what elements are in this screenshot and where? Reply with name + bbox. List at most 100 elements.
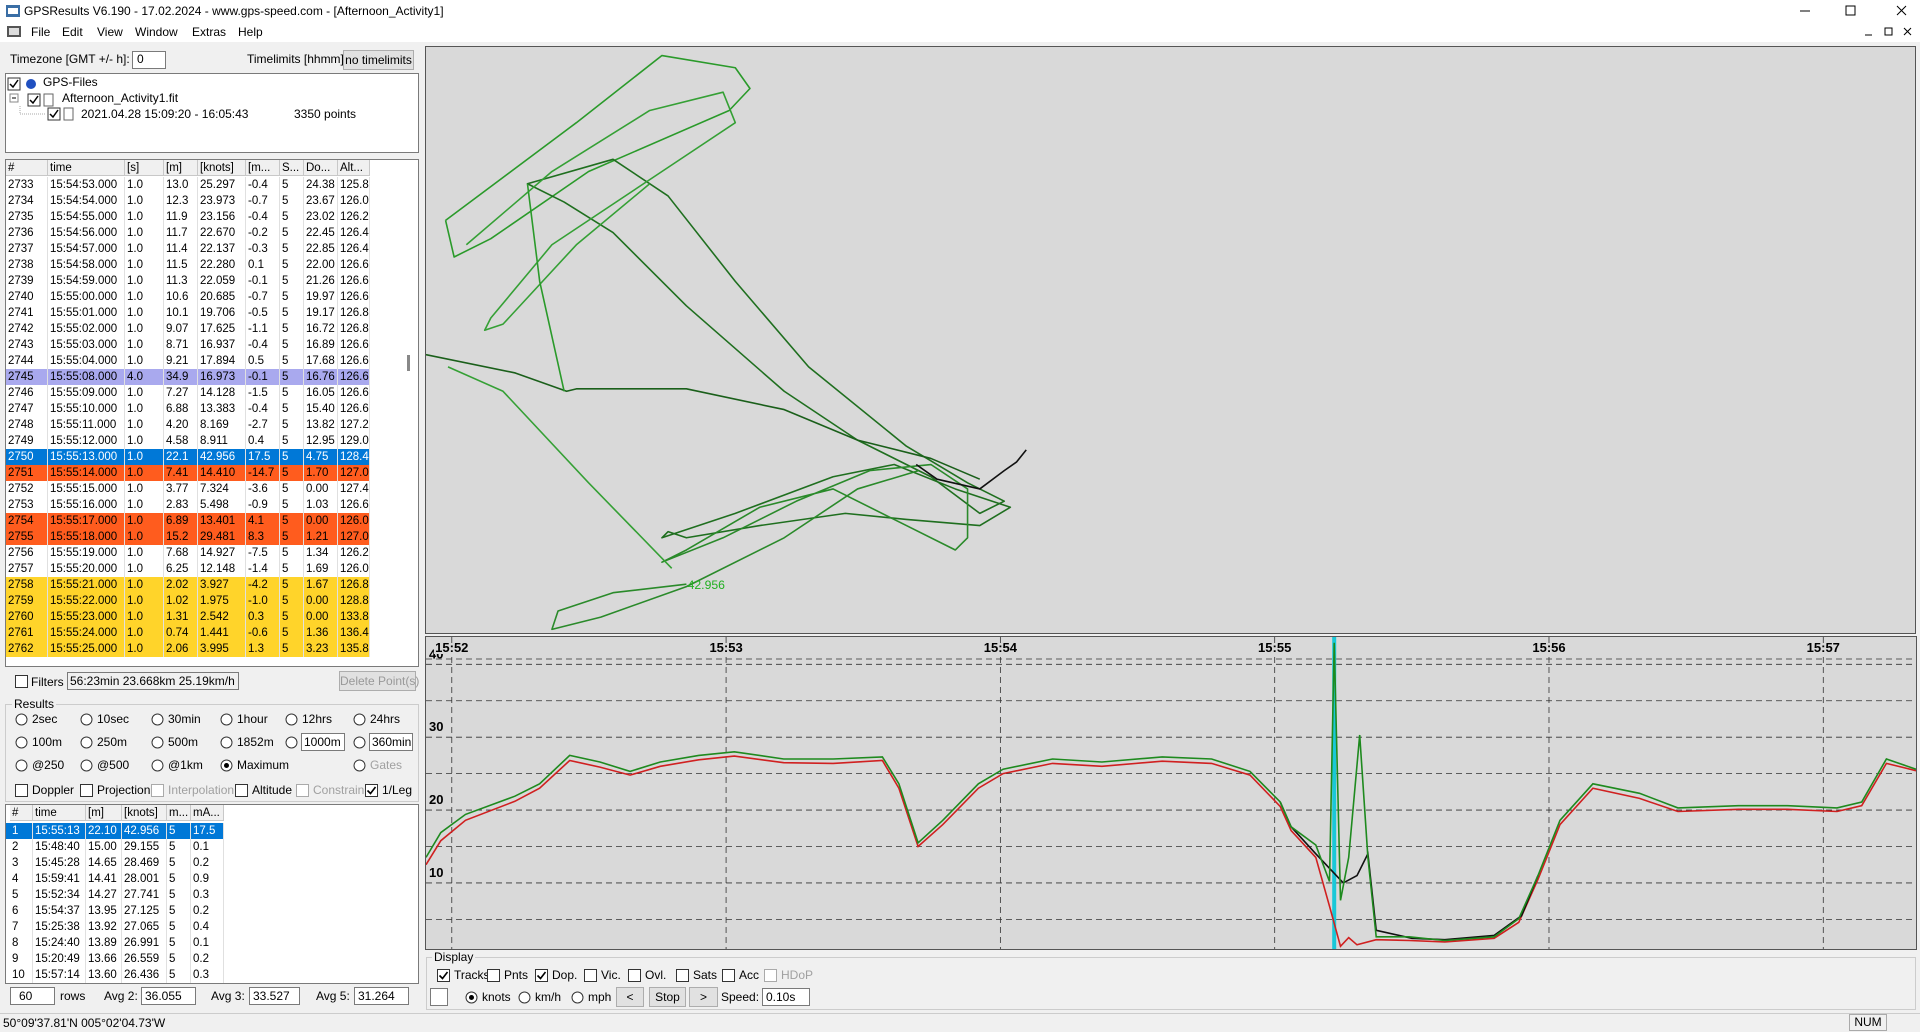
table-row[interactable]: 2761 15:55:24.000 1.0 0.74 1.441 -0.6 5 1.36 136… (6, 625, 370, 641)
radio[interactable] (15, 759, 28, 772)
table-row[interactable]: 2744 15:55:04.000 1.0 9.21 17.894 0.5 5 17.68 12… (6, 353, 370, 369)
column-header[interactable]: # (10, 805, 33, 821)
prev-button[interactable]: < (616, 987, 644, 1007)
option-label[interactable]: knots (482, 990, 511, 1004)
option-label[interactable]: Sats (693, 968, 718, 982)
table-row[interactable]: 2748 15:55:11.000 1.0 4.20 8.169 -2.7 5 13.82 12… (6, 417, 370, 433)
table-row[interactable]: 2737 15:54:57.000 1.0 11.4 22.137 -0.3 5 22.85 1… (6, 241, 370, 257)
timelimits-button[interactable]: no timelimits (343, 50, 414, 70)
table-row[interactable]: 2745 15:55:08.000 4.0 34.9 16.973 -0.1 5 16.76 1… (6, 369, 370, 385)
radio[interactable] (285, 736, 298, 749)
option-label[interactable]: 24hrs (370, 712, 401, 726)
option-label[interactable]: km/h (535, 990, 562, 1004)
table-row[interactable]: 9 15:20:49 13.66 26.559 5 0.2 (6, 951, 224, 967)
checkbox[interactable] (365, 784, 378, 797)
speed-box[interactable]: 0.10s (762, 988, 810, 1006)
table-row[interactable]: 10 15:57:14 13.60 26.436 5 0.3 (6, 967, 224, 983)
option-label[interactable]: Doppler (32, 783, 75, 797)
radio[interactable] (353, 759, 366, 772)
option-label[interactable]: Altitude (252, 783, 293, 797)
checkbox[interactable] (235, 784, 248, 797)
table-row[interactable]: 2759 15:55:22.000 1.0 1.02 1.975 -1.0 5 0.00 128… (6, 593, 370, 609)
table-row[interactable]: 6 15:54:37 13.95 27.125 5 0.2 (6, 903, 224, 919)
filters-checkbox[interactable] (15, 675, 28, 688)
option-label[interactable]: Tracks (454, 968, 490, 982)
checkbox[interactable] (296, 784, 309, 797)
radio[interactable] (80, 736, 93, 749)
menu-item[interactable]: File (31, 25, 51, 39)
menu-item[interactable]: Extras (192, 25, 227, 39)
radio[interactable] (151, 736, 164, 749)
radio[interactable] (571, 991, 584, 1004)
table-row[interactable]: 5 15:52:34 14.27 27.741 5 0.3 (6, 887, 224, 903)
table-row[interactable]: 2754 15:55:17.000 1.0 6.89 13.401 4.1 5 0.00 126… (6, 513, 370, 529)
column-header[interactable]: [m... (246, 160, 280, 176)
option-label[interactable]: Interpolation (168, 783, 235, 797)
checkbox[interactable] (628, 969, 641, 982)
table-row[interactable]: 2739 15:54:59.000 1.0 11.3 22.059 -0.1 5 21.26 1… (6, 273, 370, 289)
table-row[interactable]: 2735 15:54:55.000 1.0 11.9 23.156 -0.4 5 23.02 1… (6, 209, 370, 225)
column-header[interactable]: [m] (164, 160, 198, 176)
menu-item[interactable]: View (97, 25, 123, 39)
column-header[interactable]: time (48, 160, 125, 176)
radio[interactable] (80, 713, 93, 726)
checkbox[interactable] (535, 969, 548, 982)
radio[interactable] (151, 713, 164, 726)
timezone-spin[interactable]: 0 (132, 51, 166, 69)
radio[interactable] (518, 991, 531, 1004)
table-row[interactable]: 2747 15:55:10.000 1.0 6.88 13.383 -0.4 5 15.40 1… (6, 401, 370, 417)
radio[interactable] (353, 736, 366, 749)
menu-item[interactable]: Help (238, 25, 263, 39)
column-header[interactable]: [s] (125, 160, 164, 176)
checkbox[interactable] (722, 969, 735, 982)
display-spin[interactable] (430, 988, 448, 1006)
checkbox[interactable] (15, 784, 28, 797)
selected-row[interactable]: 2750 15:55:13.000 1.0 22.1 42.956 17.5 5 4.75 12… (6, 449, 370, 465)
table-row[interactable]: 2738 15:54:58.000 1.0 11.5 22.280 0.1 5 22.00 12… (6, 257, 370, 273)
option-label[interactable]: 1hour (237, 712, 268, 726)
checkbox[interactable] (676, 969, 689, 982)
option-label[interactable]: Projection (97, 783, 151, 797)
table-row[interactable]: 2733 15:54:53.000 1.0 13.0 25.297 -0.4 5 24.38 1… (6, 177, 370, 193)
menu-item[interactable]: Edit (62, 25, 83, 39)
checkbox[interactable] (151, 784, 164, 797)
option-label[interactable]: 30min (168, 712, 201, 726)
column-header[interactable]: [m] (86, 805, 122, 821)
option-label[interactable]: Gates (370, 758, 403, 772)
option-label[interactable]: 12hrs (302, 712, 333, 726)
table-row[interactable]: 2743 15:55:03.000 1.0 8.71 16.937 -0.4 5 16.89 1… (6, 337, 370, 353)
table-row[interactable]: 2746 15:55:09.000 1.0 7.27 14.128 -1.5 5 16.05 1… (6, 385, 370, 401)
option-label[interactable]: 2sec (32, 712, 58, 726)
option-label[interactable]: 360min (369, 733, 413, 751)
option-label[interactable]: 1852m (237, 735, 274, 749)
stop-button[interactable]: Stop (649, 987, 686, 1007)
checkbox[interactable] (584, 969, 597, 982)
option-label[interactable]: Constrain (313, 783, 365, 797)
option-label[interactable]: @250 (32, 758, 65, 772)
column-header[interactable]: mA... (191, 805, 224, 821)
table-row[interactable]: 8 15:24:40 13.89 26.991 5 0.1 (6, 935, 224, 951)
menu-item[interactable]: Window (135, 25, 178, 39)
column-header[interactable]: S... (280, 160, 304, 176)
column-header[interactable]: # (6, 160, 48, 176)
table-row[interactable]: 2753 15:55:16.000 1.0 2.83 5.498 -0.9 5 1.03 126… (6, 497, 370, 513)
column-header[interactable]: [knots] (198, 160, 246, 176)
option-label[interactable]: 500m (168, 735, 199, 749)
table-row[interactable]: 7 15:25:38 13.92 27.065 5 0.4 (6, 919, 224, 935)
radio[interactable] (353, 713, 366, 726)
table-row[interactable]: 2755 15:55:18.000 1.0 15.2 29.481 8.3 5 1.21 127… (6, 529, 370, 545)
window-controls[interactable] (1760, 0, 1920, 22)
table-row[interactable]: 4 15:59:41 14.41 28.001 5 0.9 (6, 871, 224, 887)
column-header[interactable]: Do... (304, 160, 338, 176)
mdi-controls[interactable] (1860, 23, 1920, 41)
option-label[interactable]: Acc (739, 968, 760, 982)
table-row[interactable]: 2762 15:55:25.000 1.0 2.06 3.995 1.3 5 3.23 135.… (6, 641, 370, 657)
radio[interactable] (80, 759, 93, 772)
radio[interactable] (285, 713, 298, 726)
column-header[interactable]: m... (167, 805, 191, 821)
delete-button[interactable]: Delete Point(s) (339, 671, 419, 691)
option-label[interactable]: mph (588, 990, 612, 1004)
checkbox[interactable] (764, 969, 777, 982)
option-label[interactable]: 100m (32, 735, 63, 749)
option-label[interactable]: Pnts (504, 968, 529, 982)
